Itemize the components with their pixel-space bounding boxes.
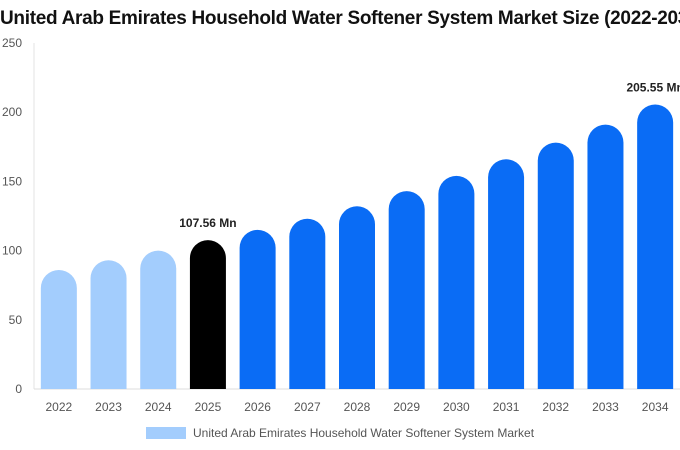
bar-2033 — [587, 124, 624, 389]
bar-2031 — [488, 159, 525, 389]
x-tick-label: 2032 — [542, 400, 569, 414]
x-tick-label: 2024 — [145, 400, 172, 414]
legend-label: United Arab Emirates Household Water Sof… — [193, 426, 535, 440]
x-tick-label: 2022 — [45, 400, 72, 414]
y-tick-label: 250 — [2, 36, 22, 50]
bar-2029 — [388, 191, 425, 389]
y-tick-label: 0 — [15, 382, 22, 396]
x-tick-label: 2023 — [95, 400, 122, 414]
chart-title: United Arab Emirates Household Water Sof… — [0, 8, 680, 29]
x-tick-label: 2029 — [393, 400, 420, 414]
y-tick-label: 150 — [2, 174, 22, 188]
bar-2032 — [537, 142, 574, 389]
x-tick-label: 2030 — [443, 400, 470, 414]
bar-2027 — [289, 218, 326, 389]
x-tick-label: 2034 — [642, 400, 669, 414]
bar-2023 — [90, 260, 127, 389]
bar-2024 — [140, 250, 177, 389]
x-tick-label: 2028 — [344, 400, 371, 414]
data-label-2025: 107.56 Mn — [179, 216, 236, 230]
legend-swatch — [146, 427, 186, 439]
x-tick-label: 2033 — [592, 400, 619, 414]
bar-2025 — [189, 240, 226, 389]
bar-2022 — [40, 269, 77, 389]
bar-2030 — [438, 175, 475, 389]
x-tick-label: 2031 — [493, 400, 520, 414]
x-tick-label: 2027 — [294, 400, 321, 414]
x-tick-label: 2026 — [244, 400, 271, 414]
y-tick-label: 100 — [2, 244, 22, 258]
bar-2028 — [339, 206, 375, 389]
data-label-2034: 205.55 Mn — [626, 81, 680, 95]
x-tick-label: 2025 — [195, 400, 222, 414]
y-tick-label: 200 — [2, 105, 22, 119]
bar-2034 — [637, 104, 674, 389]
y-tick-label: 50 — [9, 313, 23, 327]
bar-2026 — [239, 229, 276, 389]
